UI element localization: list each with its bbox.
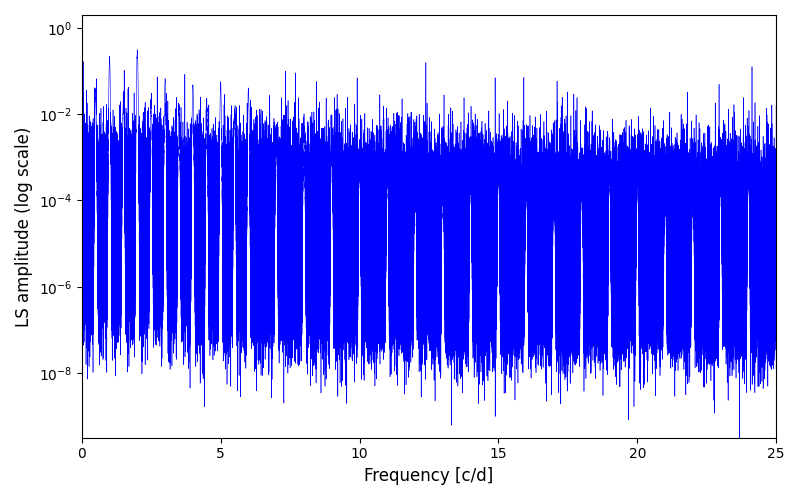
X-axis label: Frequency [c/d]: Frequency [c/d] (364, 467, 494, 485)
Y-axis label: LS amplitude (log scale): LS amplitude (log scale) (15, 126, 33, 326)
